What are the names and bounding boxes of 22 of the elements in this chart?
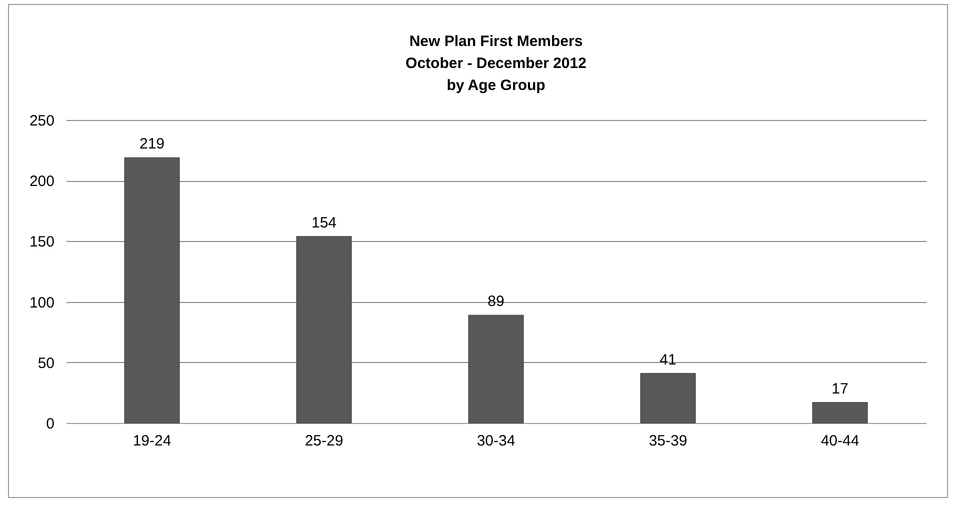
- data-label: 89: [488, 293, 504, 310]
- bar: [296, 236, 352, 424]
- data-label: 41: [660, 351, 676, 368]
- y-tick-label: 150: [29, 234, 54, 251]
- y-tick-label: 50: [38, 354, 54, 372]
- y-tick-label: 0: [46, 416, 54, 432]
- data-label: 17: [832, 380, 848, 398]
- x-tick-label: 35-39: [648, 432, 688, 450]
- x-tick-label: 30-34: [476, 432, 516, 450]
- data-label: 219: [139, 136, 165, 153]
- x-tick-label: 19-24: [132, 432, 172, 450]
- x-tick-label: 40-44: [820, 432, 860, 450]
- y-tick-label: 100: [29, 294, 54, 312]
- x-tick-label: 25-29: [304, 432, 344, 450]
- y-tick-label: 250: [29, 112, 54, 130]
- chart-title: New Plan First Members October - December 2012 by Age Group: [406, 33, 586, 94]
- y-tick-label: 200: [29, 173, 54, 190]
- bar: [124, 157, 180, 424]
- bar: [812, 402, 868, 424]
- bar: [468, 314, 524, 424]
- data-label: 154: [311, 214, 337, 232]
- bar: [640, 373, 696, 424]
